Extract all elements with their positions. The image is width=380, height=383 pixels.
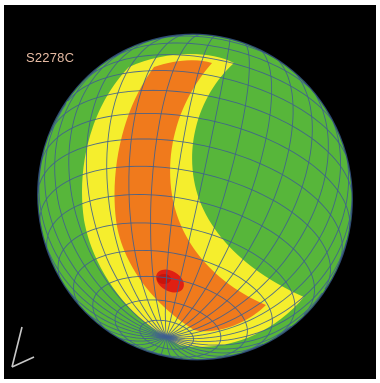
mesh-line [166,135,350,338]
mesh-line [166,186,353,340]
mesh-line [165,336,219,360]
mesh-line [164,35,217,337]
mesh-line [54,69,167,338]
mesh-line [165,336,200,361]
mesh-line [166,64,313,338]
mesh-line [46,194,315,315]
axis-triad [11,326,35,368]
red-hotspot-core [157,274,171,284]
mesh-line [165,336,239,357]
mesh-line [150,33,203,338]
mesh-line [39,165,331,290]
mesh-line [38,156,167,338]
sphere-outline [37,33,353,361]
mesh-line [85,40,167,338]
specimen-label: S2278C [26,50,75,65]
mesh-line [165,41,250,338]
mesh-line [166,239,348,342]
mesh-line [128,33,187,338]
render-viewport: S2278C [4,5,376,379]
mesh-line [166,292,323,346]
wireframe-mesh [37,33,353,361]
mesh-sphere-render [11,33,353,368]
mesh-line [165,46,273,338]
mesh-line [166,79,329,338]
mesh-line [37,138,343,260]
mesh-line [166,100,342,338]
mesh-line [106,35,170,338]
mesh-line [165,37,231,338]
mesh-line [50,89,353,199]
mesh-line [165,53,294,338]
mesh-line [44,103,167,338]
mesh-line [73,249,273,353]
mesh-line [68,50,167,338]
mesh-line [166,325,292,350]
mesh-line [165,336,264,354]
